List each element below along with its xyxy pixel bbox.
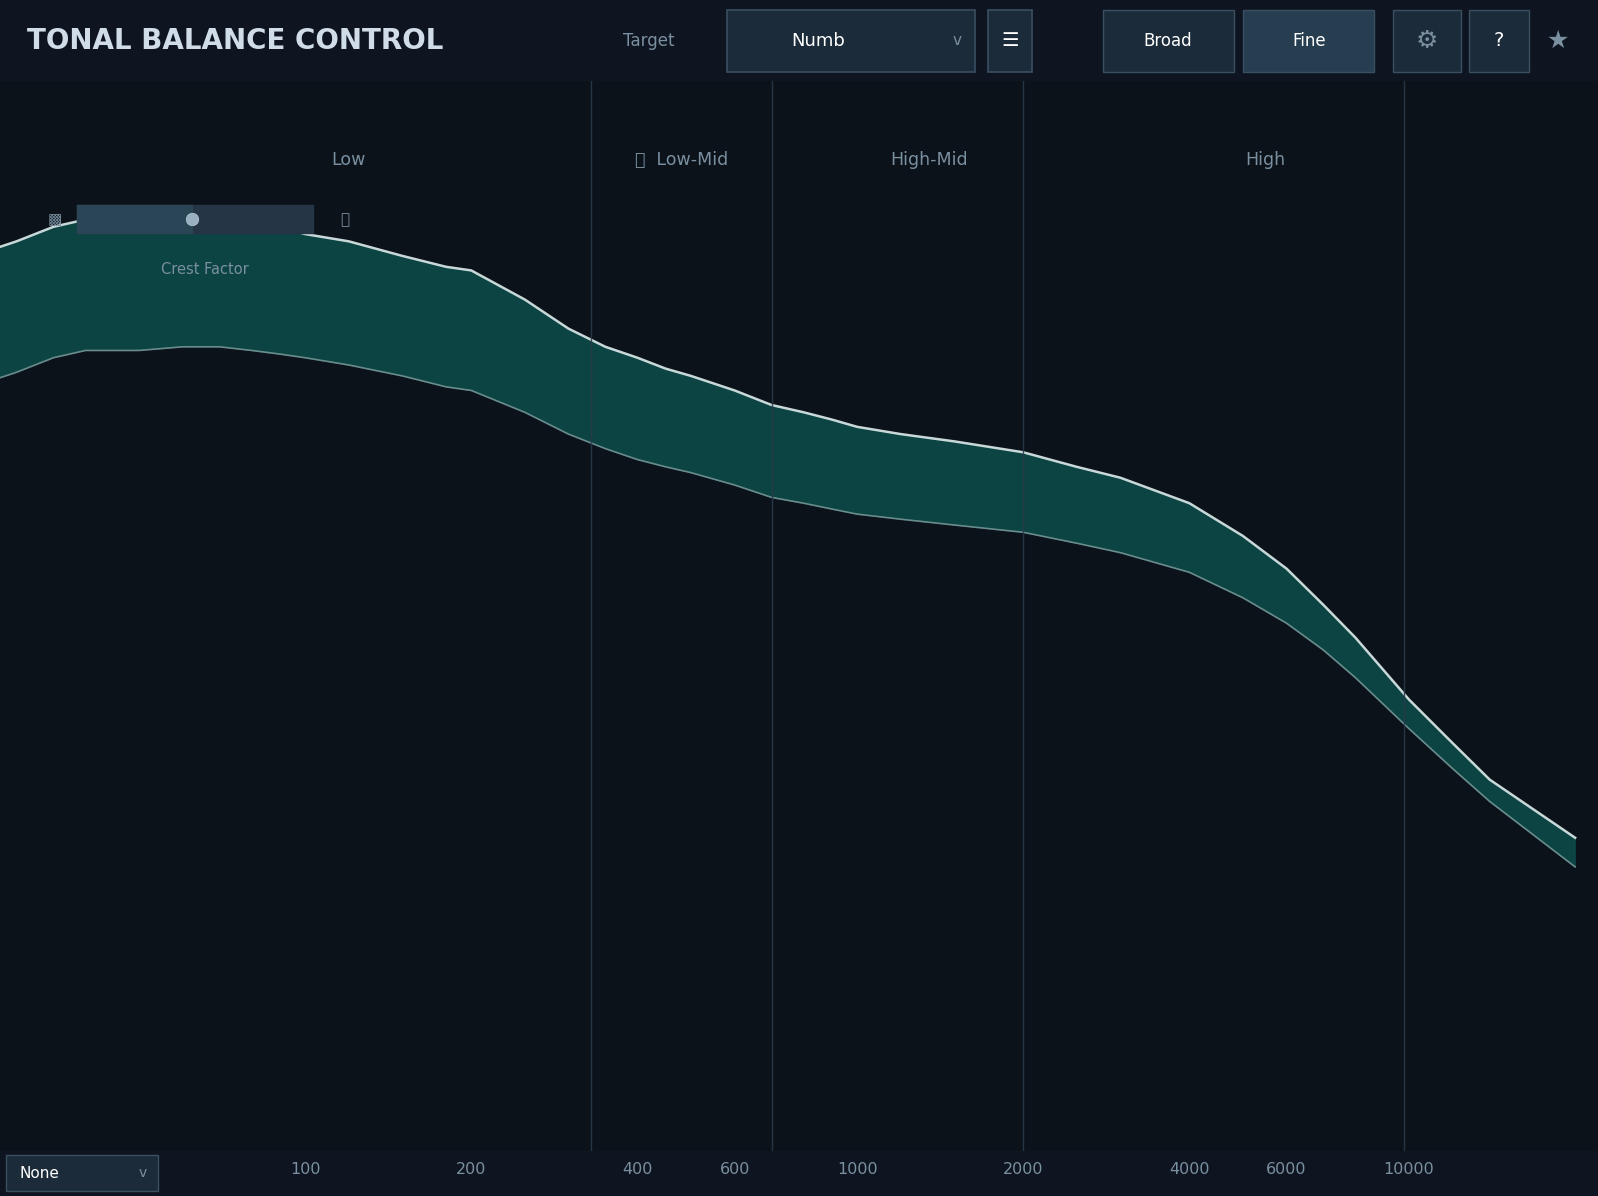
Text: Target: Target [623,31,674,50]
Text: High: High [1245,151,1286,169]
Text: ⦀: ⦀ [340,212,350,227]
FancyBboxPatch shape [988,10,1032,72]
Text: ⚙: ⚙ [1416,29,1438,53]
FancyBboxPatch shape [727,10,975,72]
Text: High-Mid: High-Mid [890,151,968,169]
Text: ?: ? [1494,31,1504,50]
Text: ☰: ☰ [1002,31,1018,50]
Text: v: v [952,33,962,48]
FancyBboxPatch shape [1469,10,1529,72]
Text: Ⓢ  Low-Mid: Ⓢ Low-Mid [634,151,727,169]
Text: Low: Low [332,151,366,169]
Text: Broad: Broad [1144,31,1192,50]
Text: Fine: Fine [1291,31,1326,50]
FancyBboxPatch shape [1243,10,1374,72]
Text: None: None [19,1166,59,1180]
FancyBboxPatch shape [6,1155,158,1191]
Text: ★: ★ [1547,29,1569,53]
FancyBboxPatch shape [1103,10,1234,72]
Text: Crest Factor: Crest Factor [161,262,248,277]
Text: TONAL BALANCE CONTROL: TONAL BALANCE CONTROL [27,26,444,55]
Text: v: v [139,1166,147,1180]
Text: Numb: Numb [791,31,845,50]
FancyBboxPatch shape [1393,10,1461,72]
Text: ▩: ▩ [48,212,61,227]
